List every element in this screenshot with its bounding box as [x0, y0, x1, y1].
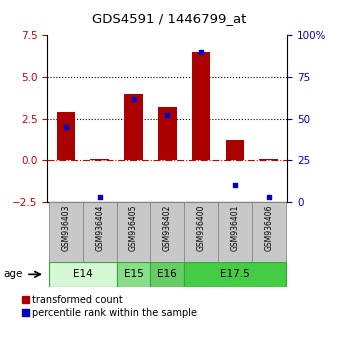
Bar	[124, 93, 143, 160]
Bar	[91, 159, 109, 160]
Text: E15: E15	[124, 269, 143, 279]
Text: GSM936402: GSM936402	[163, 205, 172, 251]
Text: GSM936404: GSM936404	[95, 205, 104, 251]
Bar	[260, 159, 278, 160]
Bar	[83, 202, 117, 262]
Text: E17.5: E17.5	[220, 269, 250, 279]
Bar	[150, 262, 184, 287]
Point	[266, 194, 271, 200]
Point	[198, 49, 204, 55]
Text: GSM936403: GSM936403	[62, 205, 70, 251]
Point	[165, 113, 170, 118]
Point	[97, 194, 102, 200]
Text: E16: E16	[158, 269, 177, 279]
Text: GSM936400: GSM936400	[197, 205, 206, 251]
Bar	[184, 262, 286, 287]
Point	[63, 124, 69, 130]
Bar	[192, 52, 210, 160]
Text: GSM936406: GSM936406	[264, 205, 273, 251]
Bar	[117, 262, 150, 287]
Text: E14: E14	[73, 269, 93, 279]
Bar	[57, 112, 75, 160]
Legend: transformed count, percentile rank within the sample: transformed count, percentile rank withi…	[22, 295, 197, 318]
Point	[131, 96, 136, 102]
Text: GSM936401: GSM936401	[231, 205, 239, 251]
Bar	[117, 202, 150, 262]
Bar	[150, 202, 184, 262]
Point	[232, 182, 238, 188]
Bar	[49, 202, 83, 262]
Bar	[252, 202, 286, 262]
Bar	[226, 140, 244, 160]
Bar	[184, 202, 218, 262]
Bar	[49, 262, 117, 287]
Bar	[218, 202, 252, 262]
Text: GSM936405: GSM936405	[129, 205, 138, 251]
Text: GDS4591 / 1446799_at: GDS4591 / 1446799_at	[92, 12, 246, 25]
Text: age: age	[3, 269, 23, 279]
Bar	[158, 107, 177, 160]
